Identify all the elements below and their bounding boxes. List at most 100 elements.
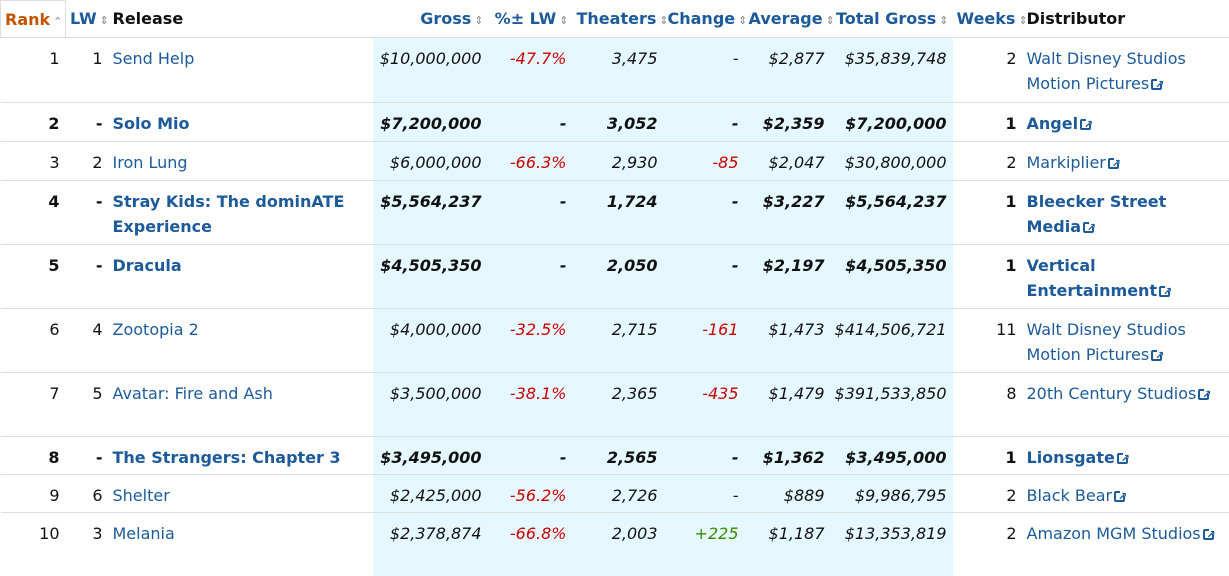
lw-cell: - [66,245,109,309]
distributor-name: 20th Century Studios [1027,384,1197,403]
total-gross-cell: $30,800,000 [831,142,953,181]
sort-weeks[interactable]: Weeks⇕ [953,1,1023,38]
distributor-link[interactable]: Amazon MGM Studios [1027,524,1214,543]
release-link[interactable]: Solo Mio [113,114,190,133]
release-link[interactable]: The Strangers: Chapter 3 [113,448,341,467]
lw-cell: 6 [66,475,109,513]
average-cell: $1,362 [745,437,831,475]
rank-cell: 10 [1,513,66,576]
sort-average[interactable]: Average⇕ [745,1,831,38]
change-cell: +225 [664,513,745,576]
sort-total-gross[interactable]: Total Gross⇕ [831,1,953,38]
sort-asc-icon: ⌃ [53,15,62,28]
theaters-cell: 2,726 [573,475,664,513]
sort-pct-lw[interactable]: %± LW⇕ [488,1,573,38]
gross-cell: $5,564,237 [373,181,488,245]
distributor-link[interactable]: Markiplier [1027,153,1119,172]
distributor-name: Markiplier [1027,153,1106,172]
pct-lw-cell: -47.7% [488,38,573,103]
theaters-cell: 2,050 [573,245,664,309]
distributor-cell: Bleecker Street Media [1023,181,1229,245]
lw-header: LW [70,9,97,28]
sort-gross[interactable]: Gross⇕ [373,1,488,38]
distributor-link[interactable]: Vertical Entertainment [1027,256,1171,300]
distributor-link[interactable]: Walt Disney Studios Motion Pictures [1027,49,1186,93]
sort-icon: ⇕ [738,14,747,27]
change-cell: - [664,245,745,309]
distributor-cell: Markiplier [1023,142,1229,181]
sort-rank[interactable]: Rank⌃ [1,1,66,38]
gross-cell: $7,200,000 [373,103,488,142]
release-link[interactable]: Avatar: Fire and Ash [113,384,273,403]
weeks-header: Weeks [957,9,1016,28]
release-link[interactable]: Send Help [113,49,195,68]
distributor-link[interactable]: Walt Disney Studios Motion Pictures [1027,320,1186,364]
external-link-icon [1198,389,1209,400]
external-link-icon [1080,119,1091,130]
total-gross-cell: $35,839,748 [831,38,953,103]
pct-lw-cell: - [488,245,573,309]
external-link-icon [1203,529,1214,540]
weeks-cell: 1 [953,245,1023,309]
distributor-header[interactable]: Distributor [1023,1,1229,38]
rank-cell: 1 [1,38,66,103]
weeks-cell: 2 [953,475,1023,513]
release-header[interactable]: Release [109,1,373,38]
change-cell: - [664,103,745,142]
average-cell: $2,047 [745,142,831,181]
rank-cell: 3 [1,142,66,181]
change-header: Change [668,9,736,28]
sort-theaters[interactable]: Theaters⇕ [573,1,664,38]
distributor-link[interactable]: 20th Century Studios [1027,384,1210,403]
distributor-name: Lionsgate [1027,448,1115,467]
distributor-cell: Angel [1023,103,1229,142]
distributor-link[interactable]: Lionsgate [1027,448,1128,467]
external-link-icon [1117,453,1128,464]
release-cell: Zootopia 2 [109,309,373,373]
table-row: 4 - Stray Kids: The dominATE Experience … [1,181,1229,245]
lw-cell: 3 [66,513,109,576]
rank-cell: 2 [1,103,66,142]
distributor-cell: Amazon MGM Studios [1023,513,1229,576]
rank-cell: 8 [1,437,66,475]
release-link[interactable]: Shelter [113,486,170,505]
sort-icon: ⇕ [559,14,568,27]
rank-cell: 7 [1,373,66,437]
gross-cell: $4,505,350 [373,245,488,309]
release-link[interactable]: Stray Kids: The dominATE Experience [113,192,345,236]
external-link-icon [1151,79,1162,90]
pct-lw-cell: -66.3% [488,142,573,181]
table-row: 2 - Solo Mio $7,200,000 - 3,052 - $2,359… [1,103,1229,142]
rank-header: Rank [5,10,50,29]
sort-lw[interactable]: LW⇕ [66,1,109,38]
release-cell: Shelter [109,475,373,513]
total-gross-cell: $414,506,721 [831,309,953,373]
distributor-link[interactable]: Black Bear [1027,486,1126,505]
table-row: 7 5 Avatar: Fire and Ash $3,500,000 -38.… [1,373,1229,437]
gross-cell: $3,500,000 [373,373,488,437]
distributor-name: Bleecker Street Media [1027,192,1167,236]
lw-cell: 2 [66,142,109,181]
external-link-icon [1151,350,1162,361]
weeks-cell: 2 [953,38,1023,103]
sort-change[interactable]: Change⇕ [664,1,745,38]
distributor-link[interactable]: Angel [1027,114,1092,133]
theaters-cell: 3,052 [573,103,664,142]
lw-cell: 5 [66,373,109,437]
pct-lw-header: %± LW [495,9,557,28]
average-header: Average [749,9,823,28]
release-link[interactable]: Melania [113,524,175,543]
distributor-link[interactable]: Bleecker Street Media [1027,192,1167,236]
average-cell: $1,187 [745,513,831,576]
header-row: Rank⌃ LW⇕ Release Gross⇕ %± LW⇕ Theaters… [1,1,1229,38]
lw-cell: 1 [66,38,109,103]
release-link[interactable]: Iron Lung [113,153,188,172]
distributor-name: Amazon MGM Studios [1027,524,1201,543]
gross-cell: $3,495,000 [373,437,488,475]
weeks-cell: 1 [953,181,1023,245]
theaters-header: Theaters [577,9,657,28]
table-row: 10 3 Melania $2,378,874 -66.8% 2,003 +22… [1,513,1229,576]
release-link[interactable]: Zootopia 2 [113,320,199,339]
release-link[interactable]: Dracula [113,256,182,275]
distributor-name: Vertical Entertainment [1027,256,1158,300]
